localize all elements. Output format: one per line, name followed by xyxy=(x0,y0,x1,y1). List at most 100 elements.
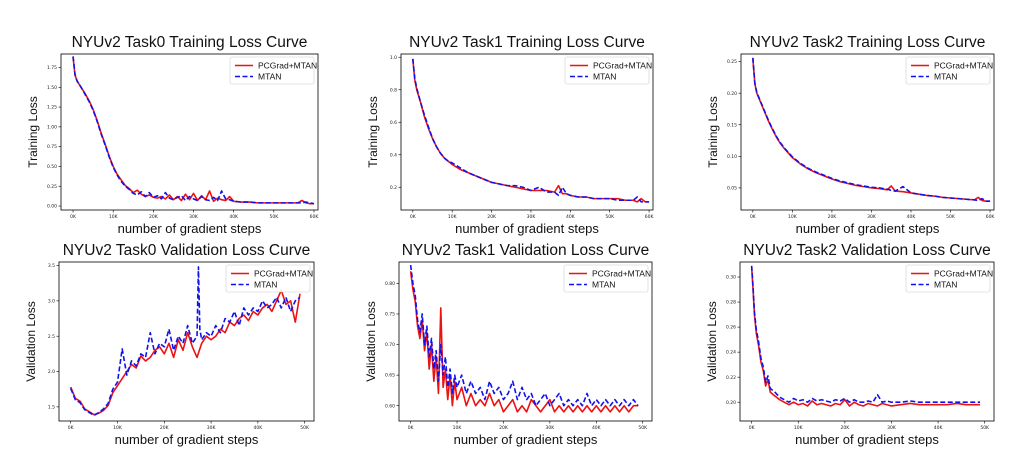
x-tick-label: 40K xyxy=(907,214,917,220)
y-tick-label: 1.75 xyxy=(47,65,57,71)
series-line-mtan xyxy=(752,57,991,202)
axes-frame xyxy=(740,53,995,211)
x-tick-label: 50K xyxy=(605,214,615,220)
y-tick-label: 0.60 xyxy=(385,403,395,409)
x-tick-label: 0K xyxy=(410,214,417,220)
x-tick-label: 20K xyxy=(499,425,509,431)
x-tick-label: 10K xyxy=(448,214,458,220)
x-axis-label: number of gradient steps xyxy=(455,221,599,236)
x-tick-label: 30K xyxy=(887,425,897,431)
x-tick-label: 0K xyxy=(408,425,415,431)
y-tick-label: 0.50 xyxy=(47,164,57,170)
series-line-mtan xyxy=(409,264,639,407)
x-tick-label: 60K xyxy=(986,214,996,220)
x-tick-label: 50K xyxy=(946,214,956,220)
x-tick-label: 60K xyxy=(310,214,320,220)
y-tick-label: 0.28 xyxy=(726,300,736,306)
x-tick-label: 20K xyxy=(841,425,851,431)
x-tick-label: 20K xyxy=(828,214,838,220)
y-tick-label: 1.00 xyxy=(47,124,57,130)
y-tick-label: 0.00 xyxy=(47,204,57,210)
series-line-pcgrad-mtan xyxy=(409,271,639,413)
y-axis-label: Validation Loss xyxy=(705,301,719,382)
legend-label: MTAN xyxy=(254,280,277,290)
chart-train2: NYUv2 Task2 Training Loss Curve 0K 10K 20K 3… xyxy=(706,34,995,236)
chart-val2: NYUv2 Task2 Validation Loss Curve 0K 10K 20… xyxy=(705,242,995,447)
chart-title: NYUv2 Task2 Training Loss Curve xyxy=(750,34,986,51)
x-tick-label: 40K xyxy=(934,425,944,431)
chart-title: NYUv2 Task1 Training Loss Curve xyxy=(409,34,645,51)
chart-title: NYUv2 Task0 Validation Loss Curve xyxy=(63,242,311,259)
y-tick-label: 0.26 xyxy=(726,325,736,331)
x-tick-label: 50K xyxy=(300,425,310,431)
y-tick-label: 0.70 xyxy=(385,342,395,348)
chart-train1: NYUv2 Task1 Training Loss Curve 0K 10K 20K 3… xyxy=(366,34,654,236)
y-tick-label: 0.05 xyxy=(727,185,737,191)
x-axis-label: number of gradient steps xyxy=(118,221,262,236)
axes-frame xyxy=(60,53,319,211)
y-tick-label: 0.25 xyxy=(727,59,737,65)
y-tick-label: 0.75 xyxy=(385,312,395,318)
y-tick-label: 0.8 xyxy=(390,87,397,93)
y-tick-label: 0.20 xyxy=(727,91,737,97)
y-tick-label: 0.65 xyxy=(385,373,395,379)
chart-train0: NYUv2 Task0 Training Loss Curve 0K 10K 20K 3… xyxy=(26,34,319,236)
chart-title: NYUv2 Task2 Validation Loss Curve xyxy=(743,242,991,259)
x-axis-label: number of gradient steps xyxy=(796,221,940,236)
x-tick-label: 50K xyxy=(269,214,279,220)
x-axis-label: number of gradient steps xyxy=(454,432,598,447)
y-tick-label: 0.15 xyxy=(727,122,737,128)
legend-label: MTAN xyxy=(934,72,957,82)
legend-label: MTAN xyxy=(592,280,615,290)
axes-frame xyxy=(58,261,315,422)
series-line-mtan xyxy=(69,266,301,417)
x-tick-label: 0K xyxy=(749,425,756,431)
y-tick-label: 0.75 xyxy=(47,144,57,150)
y-tick-label: 1.0 xyxy=(390,55,397,61)
x-tick-label: 0K xyxy=(68,425,75,431)
series-line-mtan xyxy=(412,58,650,203)
x-tick-label: 20K xyxy=(487,214,497,220)
x-tick-label: 0K xyxy=(70,214,77,220)
legend-label: MTAN xyxy=(258,72,281,82)
y-tick-label: 0.6 xyxy=(390,120,397,126)
y-tick-label: 3.0 xyxy=(48,298,55,304)
x-tick-label: 40K xyxy=(229,214,239,220)
x-axis-label: number of gradient steps xyxy=(795,432,939,447)
legend-label: PCGrad+MTAN xyxy=(258,61,317,71)
series-group xyxy=(750,265,981,407)
x-tick-label: 10K xyxy=(109,214,119,220)
y-tick-label: 0.24 xyxy=(726,350,736,356)
y-tick-label: 1.25 xyxy=(47,105,57,111)
series-line-mtan xyxy=(72,56,315,205)
x-axis-label: number of gradient steps xyxy=(115,432,259,447)
x-tick-label: 20K xyxy=(160,425,170,431)
x-tick-label: 60K xyxy=(645,214,655,220)
series-line-pcgrad-mtan xyxy=(750,266,981,407)
x-tick-label: 30K xyxy=(546,425,556,431)
legend-label: PCGrad+MTAN xyxy=(254,269,313,279)
axes-frame xyxy=(400,53,654,211)
y-tick-label: 0.25 xyxy=(47,184,57,190)
legend-label: PCGrad+MTAN xyxy=(592,269,651,279)
y-tick-label: 1.5 xyxy=(48,404,55,410)
legend-label: PCGrad+MTAN xyxy=(934,269,993,279)
chart-val0: NYUv2 Task0 Validation Loss Curve 0K 10K 20… xyxy=(24,242,315,447)
chart-title: NYUv2 Task1 Validation Loss Curve xyxy=(402,242,650,259)
legend-label: MTAN xyxy=(934,280,957,290)
series-group xyxy=(409,264,639,413)
x-tick-label: 10K xyxy=(113,425,123,431)
axes-frame xyxy=(739,261,995,422)
y-axis-label: Validation Loss xyxy=(364,301,378,382)
y-tick-label: 0.20 xyxy=(726,400,736,406)
y-axis-label: Training Loss xyxy=(706,96,720,168)
x-tick-label: 10K xyxy=(788,214,798,220)
x-tick-label: 50K xyxy=(980,425,990,431)
x-tick-label: 10K xyxy=(453,425,463,431)
y-tick-label: 0.22 xyxy=(726,375,736,381)
y-tick-label: 0.80 xyxy=(385,281,395,287)
